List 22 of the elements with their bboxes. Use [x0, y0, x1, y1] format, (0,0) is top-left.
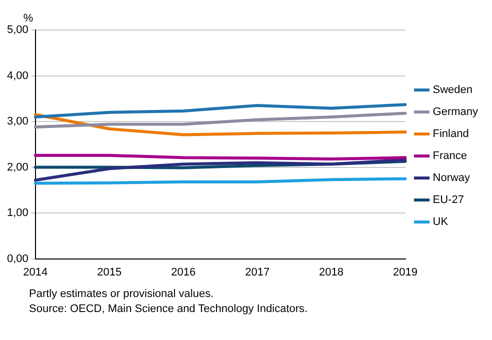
- legend-label: Sweden: [432, 84, 473, 96]
- text: Partly estimates or provisional values.: [29, 287, 215, 302]
- y-tick-label: 5,00: [6, 24, 28, 36]
- source-note: Source: OECD, Main Science and Technology Indicators.: [29, 302, 308, 317]
- y-tick-label: 1,00: [6, 207, 28, 220]
- legend-label: Finland: [432, 128, 469, 140]
- legend-label: France: [432, 150, 468, 162]
- legend-label: Germany: [432, 106, 478, 118]
- y-axis-title: %: [23, 12, 34, 25]
- x-tick-label: 2018: [319, 266, 344, 278]
- x-tick-label: 2017: [245, 266, 270, 278]
- legend-label: Norway: [432, 172, 471, 184]
- x-tick-label: 2019: [393, 266, 418, 278]
- x-tick-label: 2016: [171, 266, 196, 278]
- y-tick-label: 2,00: [6, 161, 28, 174]
- x-tick-label: 2015: [97, 266, 122, 278]
- legend-label: UK: [432, 216, 449, 228]
- y-tick-label: 3,00: [6, 116, 28, 128]
- x-tick-label: 2014: [23, 266, 48, 278]
- legend-label: EU-27: [432, 194, 464, 206]
- y-tick-label: 0,00: [6, 252, 28, 265]
- y-tick-label: 4,00: [6, 70, 28, 82]
